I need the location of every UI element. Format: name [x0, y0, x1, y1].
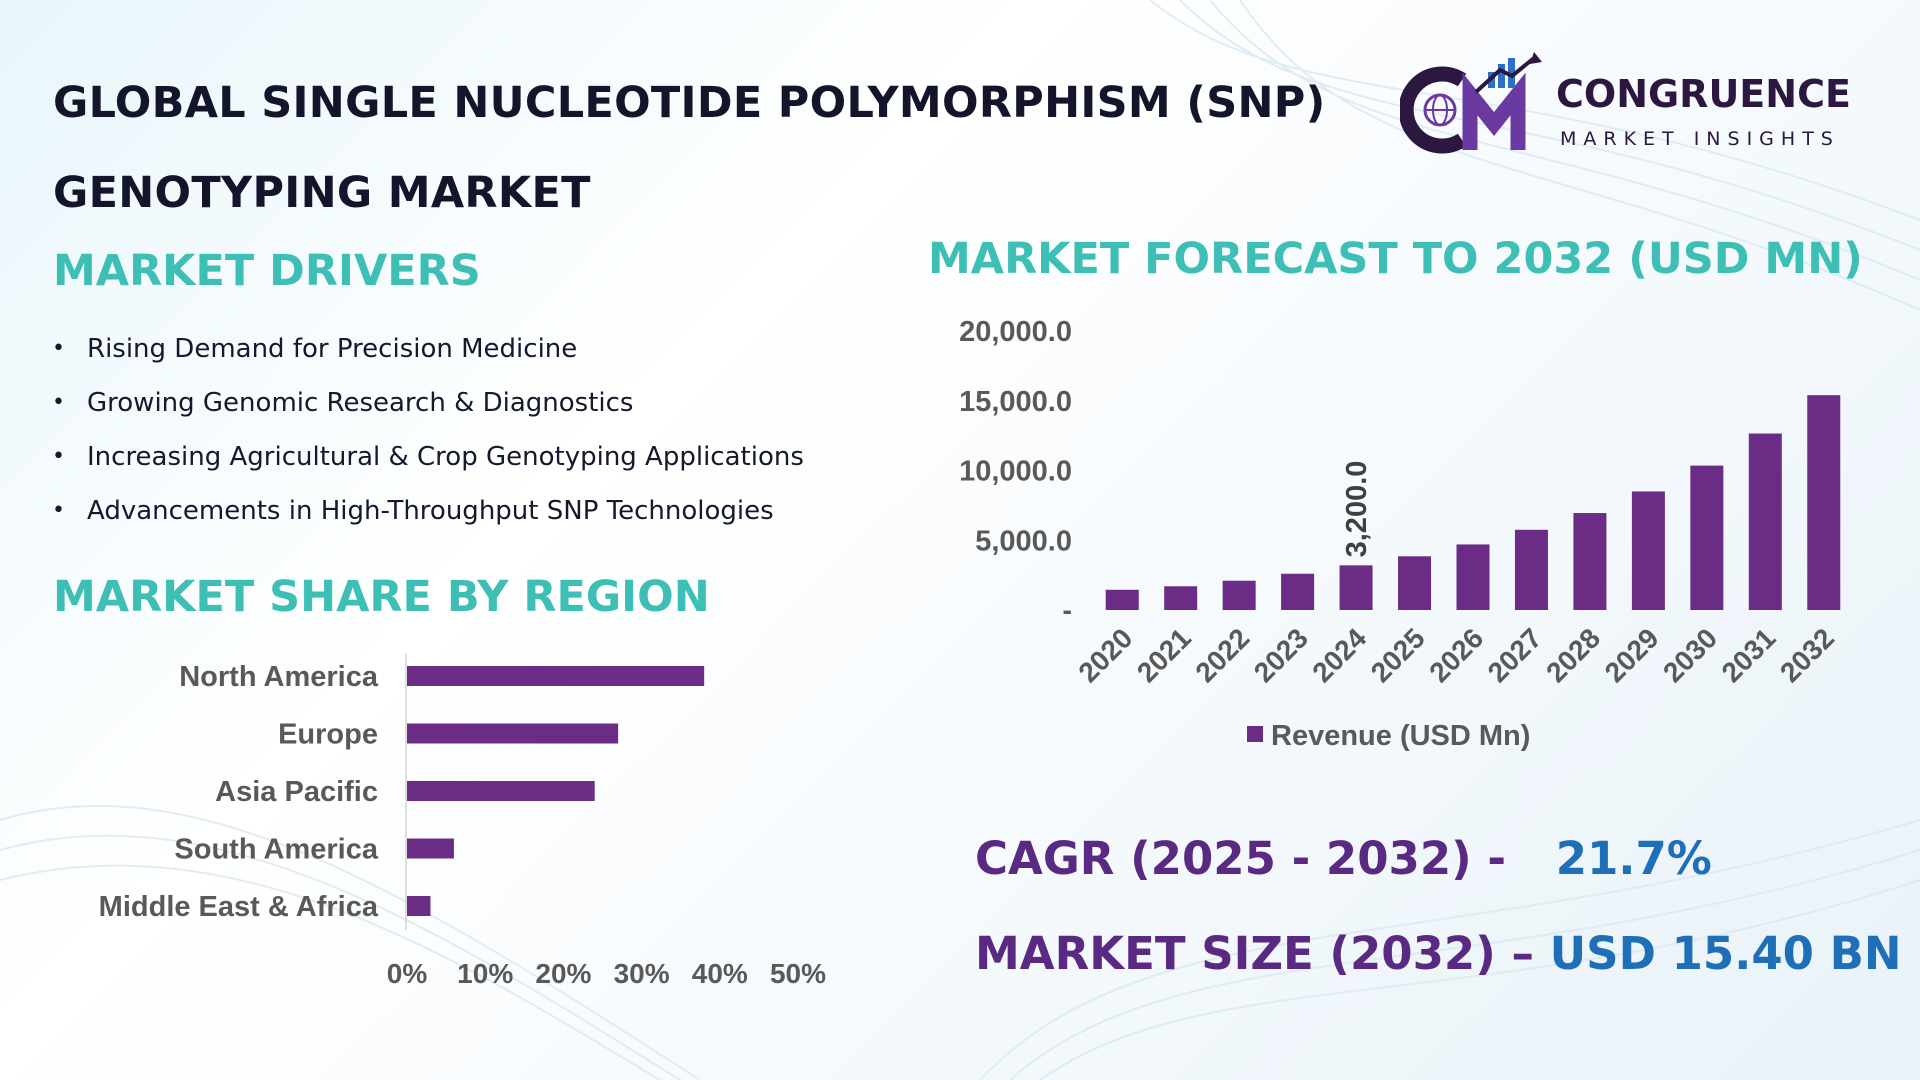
- forecast-year-label: 2031: [1716, 622, 1782, 688]
- region-tick-label: 10%: [457, 958, 513, 989]
- region-tick-label: 30%: [614, 958, 670, 989]
- region-label: North America: [179, 661, 379, 693]
- forecast-bar: [1398, 556, 1432, 610]
- forecast-year-label: 2020: [1073, 622, 1139, 688]
- forecast-tick-label: 20,000.0: [959, 316, 1072, 348]
- page-title: GLOBAL SINGLE NUCLEOTIDE POLYMORPHISM (S…: [53, 58, 1393, 238]
- forecast-year-label: 2032: [1774, 622, 1840, 688]
- region-heading: MARKET SHARE BY REGION: [53, 572, 710, 622]
- forecast-year-label: 2021: [1131, 622, 1197, 688]
- cagr-value: 21.7%: [1555, 832, 1712, 885]
- title-line-1: GLOBAL SINGLE NUCLEOTIDE POLYMORPHISM (S…: [53, 78, 1326, 128]
- driver-text: Increasing Agricultural & Crop Genotypin…: [87, 442, 804, 472]
- region-bar: [407, 896, 431, 916]
- logo-wordmark: CONGRUENCE: [1556, 72, 1851, 116]
- region-label: Europe: [278, 719, 378, 751]
- driver-text: Advancements in High-Throughput SNP Tech…: [87, 496, 774, 526]
- region-label: South America: [174, 834, 378, 866]
- forecast-year-label: 2025: [1365, 622, 1431, 688]
- forecast-tick-label: 15,000.0: [959, 386, 1072, 418]
- forecast-bar: [1748, 433, 1782, 610]
- forecast-tick-label: -: [1062, 595, 1072, 627]
- region-label: Middle East & Africa: [99, 891, 379, 923]
- bullet-icon: •: [52, 444, 65, 469]
- market-size-row: MARKET SIZE (2032) – USD 15.40 BN: [975, 927, 1902, 980]
- forecast-bar: [1164, 586, 1198, 610]
- forecast-bar: [1222, 580, 1256, 610]
- driver-item: • Increasing Agricultural & Crop Genotypi…: [50, 430, 804, 484]
- forecast-bar: [1807, 395, 1841, 610]
- forecast-year-label: 2029: [1599, 622, 1665, 688]
- drivers-heading: MARKET DRIVERS: [53, 246, 481, 296]
- cagr-row: CAGR (2025 - 2032) - 21.7%: [975, 832, 1712, 885]
- title-line-2: GENOTYPING MARKET: [53, 168, 591, 218]
- forecast-tick-label: 10,000.0: [959, 456, 1072, 488]
- driver-item: • Growing Genomic Research & Diagnostics: [50, 376, 804, 430]
- forecast-bar: [1105, 589, 1139, 610]
- legend-label: Revenue (USD Mn): [1271, 720, 1530, 752]
- region-label: Asia Pacific: [215, 776, 378, 808]
- region-bar: [407, 838, 454, 859]
- cagr-label: CAGR (2025 - 2032) -: [975, 832, 1507, 885]
- forecast-year-label: 2028: [1540, 622, 1606, 688]
- region-tick-label: 20%: [535, 958, 591, 989]
- forecast-bar: [1456, 544, 1490, 610]
- region-tick-label: 0%: [387, 958, 428, 989]
- legend-swatch: [1247, 726, 1263, 742]
- forecast-bar: [1573, 513, 1607, 610]
- forecast-bar: [1631, 491, 1665, 610]
- forecast-tick-label: 5,000.0: [975, 525, 1072, 557]
- forecast-bar: [1281, 573, 1315, 610]
- forecast-bar: [1690, 465, 1724, 610]
- market-size-value: USD 15.40 BN: [1549, 927, 1902, 980]
- forecast-year-label: 2024: [1306, 622, 1372, 688]
- forecast-heading: MARKET FORECAST TO 2032 (USD MN): [928, 234, 1863, 284]
- logo-tagline: MARKET INSIGHTS: [1560, 128, 1840, 150]
- region-tick-label: 40%: [692, 958, 748, 989]
- forecast-data-label: 3,200.0: [1341, 461, 1373, 558]
- region-bar: [407, 723, 619, 744]
- logo-mark-icon: [1400, 52, 1542, 154]
- forecast-year-label: 2030: [1657, 622, 1723, 688]
- drivers-list: • Rising Demand for Precision Medicine • G…: [50, 322, 804, 538]
- bullet-icon: •: [52, 336, 65, 361]
- forecast-year-label: 2027: [1482, 622, 1548, 688]
- driver-text: Rising Demand for Precision Medicine: [87, 334, 578, 364]
- bullet-icon: •: [52, 390, 65, 415]
- region-bar: [407, 666, 705, 686]
- region-bar: [407, 781, 595, 801]
- forecast-year-label: 2026: [1423, 622, 1489, 688]
- driver-item: • Advancements in High-Throughput SNP Tec…: [50, 484, 804, 538]
- driver-text: Growing Genomic Research & Diagnostics: [87, 388, 634, 418]
- company-logo: CONGRUENCE MARKET INSIGHTS: [1400, 52, 1870, 162]
- forecast-bar: [1514, 529, 1548, 610]
- forecast-year-label: 2023: [1248, 622, 1314, 688]
- forecast-bar: [1339, 565, 1373, 610]
- driver-item: • Rising Demand for Precision Medicine: [50, 322, 804, 376]
- forecast-year-label: 2022: [1189, 622, 1255, 688]
- market-size-label: MARKET SIZE (2032) –: [975, 927, 1534, 980]
- region-tick-label: 50%: [770, 958, 826, 989]
- bullet-icon: •: [52, 498, 65, 523]
